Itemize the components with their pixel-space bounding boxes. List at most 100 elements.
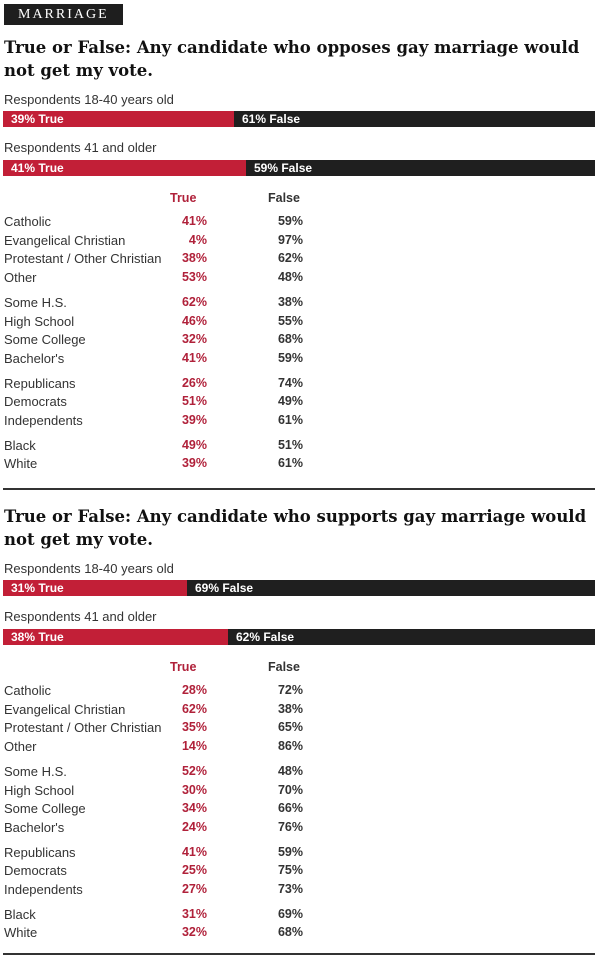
question-title: True or False: Any candidate who opposes…	[4, 38, 580, 80]
column-header-true: True	[170, 191, 197, 205]
table-row: Bachelor's 24% 76%	[4, 820, 324, 838]
respondent-group-label: Respondents 18-40 years old	[4, 92, 174, 107]
value-true: 35%	[181, 720, 207, 735]
row-label: Black	[4, 437, 36, 453]
row-label: Democrats	[4, 863, 67, 879]
table-row: Evangelical Christian 4% 97%	[4, 233, 324, 251]
value-true: 32%	[181, 925, 207, 940]
value-false: 51%	[277, 437, 303, 452]
row-label: Other	[4, 270, 37, 286]
value-true: 34%	[181, 801, 207, 816]
bar-segment-true	[3, 629, 228, 645]
table-row: Evangelical Christian 62% 38%	[4, 702, 324, 720]
bar-label-true: 31% True	[11, 581, 64, 595]
respondent-group-label: Respondents 41 and older	[4, 140, 157, 155]
value-false: 48%	[277, 270, 303, 285]
table-row: Some College 34% 66%	[4, 801, 324, 819]
row-label: Evangelical Christian	[4, 232, 126, 248]
table-row: Republicans 41% 59%	[4, 845, 324, 863]
table-row: Democrats 25% 75%	[4, 863, 324, 881]
row-label: Evangelical Christian	[4, 701, 126, 717]
value-false: 86%	[277, 739, 303, 754]
value-true: 62%	[181, 294, 207, 309]
value-true: 41%	[181, 350, 207, 365]
divider-rule	[3, 488, 595, 490]
respondent-group-label: Respondents 41 and older	[4, 609, 157, 624]
value-false: 74%	[277, 375, 303, 390]
value-false: 55%	[277, 313, 303, 328]
bar-segment-true	[3, 111, 234, 127]
value-false: 65%	[277, 720, 303, 735]
table-row: White 32% 68%	[4, 925, 324, 943]
table-row: Protestant / Other Christian 35% 65%	[4, 720, 324, 738]
divider-rule	[3, 953, 595, 955]
stacked-bar: 39% True 61% False	[3, 111, 595, 127]
table-row: Democrats 51% 49%	[4, 394, 324, 412]
table-row: Black 49% 51%	[4, 438, 324, 456]
respondent-group-label: Respondents 18-40 years old	[4, 561, 174, 576]
value-false: 62%	[277, 251, 303, 266]
row-label: Republicans	[4, 375, 76, 391]
row-label: Protestant / Other Christian	[4, 251, 162, 267]
bar-label-true: 39% True	[11, 112, 64, 126]
value-true: 38%	[181, 251, 207, 266]
section-tag: MARRIAGE	[4, 4, 123, 25]
value-false: 61%	[277, 456, 303, 471]
table-row: Protestant / Other Christian 38% 62%	[4, 251, 324, 269]
value-true: 4%	[188, 232, 207, 247]
value-false: 70%	[277, 782, 303, 797]
bar-label-true: 38% True	[11, 630, 64, 644]
row-label: Catholic	[4, 214, 51, 229]
value-true: 46%	[181, 313, 207, 328]
table-row: Independents 27% 73%	[4, 882, 324, 900]
row-label: High School	[4, 313, 75, 329]
value-false: 68%	[277, 925, 303, 940]
bar-label-false: 61% False	[242, 112, 301, 126]
column-header-true: True	[170, 660, 197, 674]
value-true: 24%	[181, 819, 207, 834]
value-false: 68%	[277, 332, 303, 347]
row-label: Other	[4, 739, 37, 755]
table-row: White 39% 61%	[4, 456, 324, 474]
table-row: High School 46% 55%	[4, 314, 324, 332]
bar-label-false: 59% False	[254, 161, 313, 175]
question-title: True or False: Any candidate who support…	[4, 507, 587, 549]
value-false: 38%	[277, 701, 303, 716]
value-false: 59%	[277, 350, 303, 365]
row-label: Bachelor's	[4, 350, 65, 366]
table-row: Bachelor's 41% 59%	[4, 351, 324, 369]
row-label: Some H.S.	[4, 763, 67, 779]
row-label: Black	[4, 906, 36, 922]
value-false: 76%	[277, 819, 303, 834]
row-label: High School	[4, 782, 75, 798]
value-false: 97%	[277, 232, 303, 247]
row-label: White	[4, 456, 38, 472]
value-true: 27%	[181, 882, 207, 896]
value-true: 25%	[181, 863, 207, 878]
row-label: Some College	[4, 801, 86, 817]
row-label: Some College	[4, 332, 86, 348]
row-label: Protestant / Other Christian	[4, 720, 162, 736]
value-false: 66%	[277, 801, 303, 816]
value-false: 48%	[277, 763, 303, 778]
value-true: 39%	[181, 456, 207, 471]
row-label: White	[4, 925, 38, 941]
value-false: 59%	[277, 844, 303, 859]
row-label: Independents	[4, 882, 83, 897]
table-row: Other 53% 48%	[4, 270, 324, 288]
row-label: Bachelor's	[4, 819, 65, 835]
value-false: 69%	[277, 906, 303, 921]
value-true: 28%	[181, 683, 207, 697]
bar-segment-true	[3, 580, 187, 596]
row-label: Catholic	[4, 683, 51, 698]
value-true: 32%	[181, 332, 207, 347]
bar-label-false: 69% False	[195, 581, 254, 595]
value-false: 73%	[277, 882, 303, 896]
table-row: Independents 39% 61%	[4, 413, 324, 431]
table-row: Republicans 26% 74%	[4, 376, 324, 394]
bar-label-false: 62% False	[236, 630, 295, 644]
value-true: 26%	[181, 375, 207, 390]
row-label: Some H.S.	[4, 294, 67, 310]
value-false: 75%	[277, 863, 303, 878]
value-false: 59%	[277, 214, 303, 228]
